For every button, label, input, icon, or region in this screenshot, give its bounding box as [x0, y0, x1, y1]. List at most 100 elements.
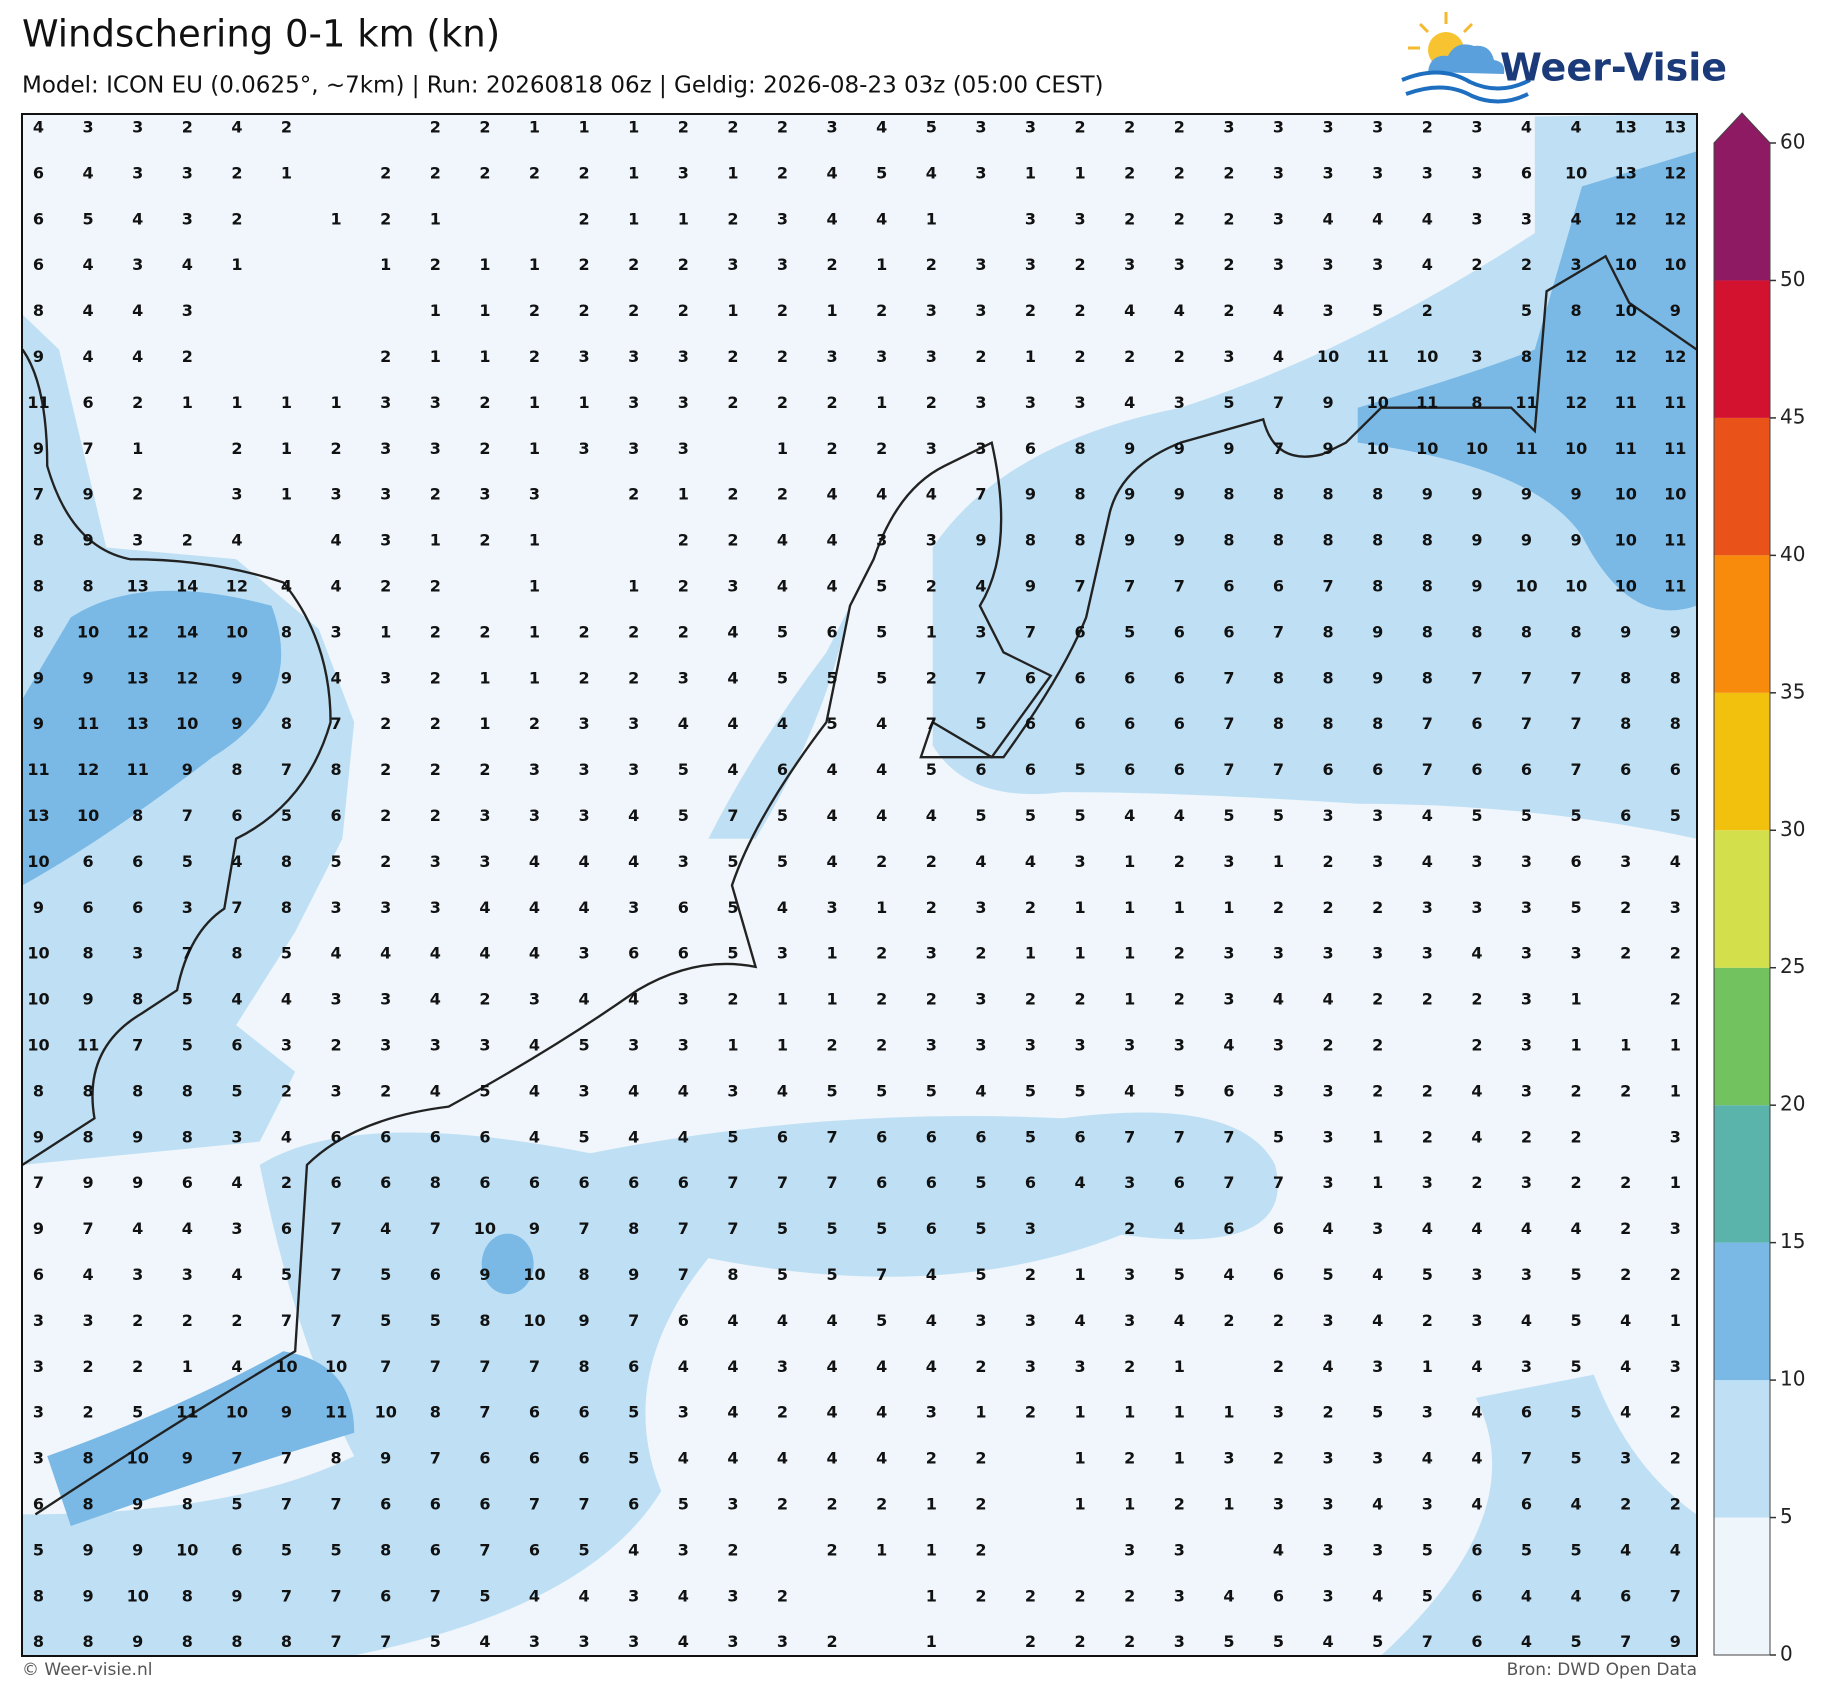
grid-value: 4: [1422, 806, 1433, 825]
grid-value: 10: [1664, 485, 1686, 504]
grid-value: 8: [430, 1403, 441, 1422]
grid-value: 9: [1670, 622, 1681, 641]
grid-value: 10: [375, 1403, 397, 1422]
grid-value: 3: [1124, 1036, 1135, 1055]
colorbar-segment: [1714, 1242, 1770, 1381]
grid-value: 2: [1124, 1586, 1135, 1605]
grid-value: 1: [1075, 1265, 1086, 1284]
colorbar-segment: [1714, 830, 1770, 968]
grid-value: 1: [529, 118, 540, 137]
grid-value: 1: [1124, 852, 1135, 871]
grid-value: 5: [628, 1449, 639, 1468]
grid-value: 4: [827, 1449, 838, 1468]
grid-value: 1: [628, 118, 639, 137]
grid-value: 1: [1273, 852, 1284, 871]
grid-value: 2: [1075, 1586, 1086, 1605]
grid-value: 3: [628, 760, 639, 779]
grid-value: 4: [132, 209, 143, 228]
grid-value: 6: [827, 622, 838, 641]
grid-value: 3: [1571, 255, 1582, 274]
grid-value: 7: [430, 1357, 441, 1376]
grid-value: 3: [1670, 1357, 1681, 1376]
grid-value: 4: [678, 1081, 689, 1100]
grid-value: 3: [1075, 209, 1086, 228]
grid-value: 3: [827, 118, 838, 137]
grid-value: 8: [281, 622, 292, 641]
grid-value: 1: [479, 301, 490, 320]
grid-value: 3: [1372, 852, 1383, 871]
logo-waves: [1401, 70, 1531, 104]
grid-value: 3: [331, 1081, 342, 1100]
grid-value: 3: [579, 806, 590, 825]
grid-value: 12: [1664, 347, 1686, 366]
grid-value: 1: [1075, 944, 1086, 963]
grid-value: 5: [479, 1081, 490, 1100]
grid-value: 3: [231, 1127, 242, 1146]
grid-value: 6: [281, 1219, 292, 1238]
grid-value: 3: [1223, 944, 1234, 963]
grid-value: 10: [77, 622, 99, 641]
grid-value: 13: [127, 714, 149, 733]
grid-value: 5: [1571, 898, 1582, 917]
grid-value: 7: [1471, 668, 1482, 687]
colorbar-segment: [1714, 692, 1770, 831]
grid-value: 3: [1323, 1449, 1334, 1468]
grid-value: 2: [777, 393, 788, 412]
grid-value: 9: [231, 668, 242, 687]
grid-value: 9: [33, 1127, 44, 1146]
grid-value: 3: [1372, 944, 1383, 963]
grid-value: 6: [33, 209, 44, 228]
grid-value: 2: [1174, 118, 1185, 137]
grid-value: 6: [876, 1127, 887, 1146]
grid-value: 1: [1620, 1036, 1631, 1055]
grid-value: 3: [1521, 209, 1532, 228]
grid-value: 2: [1124, 1449, 1135, 1468]
grid-value: 5: [182, 852, 193, 871]
grid-value: 1: [827, 990, 838, 1009]
grid-value: 2: [1372, 1036, 1383, 1055]
grid-value: 5: [975, 806, 986, 825]
grid-value: 6: [1223, 1219, 1234, 1238]
grid-value: 5: [1273, 1127, 1284, 1146]
grid-value: 5: [579, 1127, 590, 1146]
grid-value: 4: [1471, 1081, 1482, 1100]
grid-value: 8: [1075, 439, 1086, 458]
grid-value: 2: [628, 622, 639, 641]
grid-value: 2: [1620, 1173, 1631, 1192]
grid-value: 3: [430, 393, 441, 412]
grid-value: 2: [380, 1081, 391, 1100]
grid-value: 12: [1615, 347, 1637, 366]
grid-value: 1: [926, 209, 937, 228]
grid-value: 5: [777, 806, 788, 825]
grid-value: 5: [876, 1311, 887, 1330]
grid-value: 3: [1372, 1449, 1383, 1468]
grid-value: 1: [132, 439, 143, 458]
grid-value: 3: [1273, 944, 1284, 963]
grid-value: 7: [132, 1036, 143, 1055]
grid-value: 4: [1124, 301, 1135, 320]
grid-value: 8: [182, 1586, 193, 1605]
colorbar-tick-label: 45: [1780, 404, 1805, 428]
grid-value: 1: [727, 301, 738, 320]
grid-value: 7: [1571, 668, 1582, 687]
grid-value: 3: [1323, 944, 1334, 963]
grid-value: 10: [474, 1219, 496, 1238]
grid-value: 1: [777, 990, 788, 1009]
grid-value: 7: [628, 1311, 639, 1330]
grid-value: 3: [777, 1357, 788, 1376]
grid-value: 6: [926, 1127, 937, 1146]
grid-value: 7: [1273, 760, 1284, 779]
grid-value: 3: [430, 1036, 441, 1055]
grid-value: 9: [1124, 485, 1135, 504]
grid-value: 3: [1620, 852, 1631, 871]
grid-value: 2: [380, 347, 391, 366]
grid-value: 9: [132, 1173, 143, 1192]
grid-value: 5: [281, 1540, 292, 1559]
grid-value: 7: [1025, 622, 1036, 641]
grid-value: 2: [1372, 1081, 1383, 1100]
grid-value: 4: [926, 485, 937, 504]
grid-value: 12: [1565, 347, 1587, 366]
grid-value: 11: [1615, 393, 1637, 412]
grid-value: 3: [678, 1540, 689, 1559]
grid-value: 4: [1521, 118, 1532, 137]
